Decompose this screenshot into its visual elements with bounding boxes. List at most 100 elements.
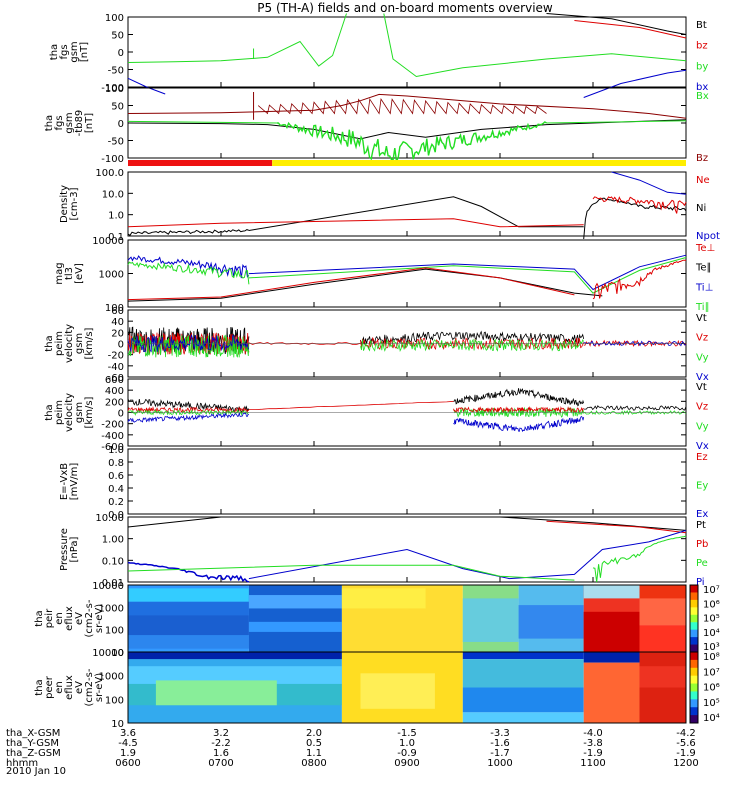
series-te-perp [127,267,575,301]
colorbar-cell [690,599,698,608]
legend-item: Ex [696,509,708,520]
series-npot [611,171,687,195]
y-tick-label: 0.0 [108,510,124,521]
legend-item: by [696,61,708,72]
y-axis-label: [nPa] [69,536,80,562]
colorbar-cell [690,629,698,638]
legend-item: Pt [696,520,706,531]
axis-value: 1.6 [213,748,229,759]
spectrogram-cell [128,666,342,684]
series-ti-par [248,257,687,294]
spectrogram-cell [462,687,584,713]
y-axis-label: peir [44,608,55,628]
spectrogram-cell [341,588,426,609]
spectrogram-cell [248,621,342,632]
legend-item: Te∥ [695,263,712,274]
colorbar-label: 10⁴ [703,628,720,639]
y-tick-label: 40 [111,317,124,328]
series-vx [127,412,250,423]
y-tick-label: 0.01 [102,578,124,589]
colorbar-label: 10⁸ [703,652,720,663]
y-tick-label: 0 [118,48,124,59]
series-vz [248,400,454,410]
series-ni [127,229,250,236]
legend-item: bz [696,41,708,52]
y-tick-label: 0.1 [108,232,124,243]
panel-frame [127,448,687,515]
legend-item: Vy [696,421,709,432]
colorbar-label: 10⁶ [703,683,720,694]
y-tick-label: -100 [101,154,124,165]
spectrogram-cell [462,712,584,723]
y-axis-label: peer [44,675,55,699]
colorbar-cell [690,614,698,623]
axis-value: -3.8 [583,738,603,749]
axis-value: -4.2 [676,728,696,739]
axis-row-label: hhmm [6,758,38,769]
spectrogram-cell [462,598,519,642]
legend-item: Npot [696,231,720,242]
spectrogram-cell [248,595,342,609]
y-axis-label: tha [44,404,55,420]
y-axis-label: tha [44,335,55,351]
colorbar-cell [690,667,698,677]
spectrogram-cell [639,598,686,626]
axis-value: 1.9 [120,748,136,759]
series-ti-perp [127,255,250,279]
y-tick-label: 10000 [92,581,124,592]
series-bx [546,120,687,124]
series-vy [583,410,687,416]
mode-bar-slow [128,160,273,166]
axis-value: 2.0 [306,728,322,739]
y-axis-label: sr-eV) [94,604,105,633]
series-vt [360,330,585,345]
spectrogram-cell [128,601,249,616]
y-axis-label: en [54,612,65,625]
series-bz-saw [257,97,547,115]
series-bx [127,120,277,124]
axis-value: 3.2 [213,728,229,739]
legend-item: Ni [696,203,706,214]
legend-item: Bz [696,153,708,164]
y-tick-label: 1.0 [108,445,124,456]
axis-value: 0800 [301,758,326,769]
y-axis-label: velocity [64,324,75,363]
axis-row-label: tha_X-GSM [6,728,60,739]
y-tick-label: 100 [105,695,124,706]
colorbar-cell [690,683,698,692]
spectrogram-cell [462,659,584,688]
spectrogram-cell [583,585,640,599]
y-tick-label: -40 [108,362,124,373]
y-axis-label: gsm [74,333,85,354]
series-vy [128,408,249,416]
y-tick-label: -20 [108,351,124,362]
colorbar-cell [690,691,698,700]
y-axis-label: [eV] [74,263,85,284]
series-te-par [127,268,603,302]
y-tick-label: -400 [101,431,124,442]
axis-value: 0900 [394,758,419,769]
y-axis-label: fgs [54,115,65,130]
series-vx [127,334,250,353]
colorbar-cell [690,675,698,685]
y-axis-label: sr-eV) [94,673,105,702]
y-axis-label: (cm2-s- [84,668,95,706]
legend-item: Vt [696,382,707,393]
y-tick-label: 1.0 [108,211,124,222]
y-tick-label: 1.00 [102,535,124,546]
axis-value: 3.6 [120,728,136,739]
chart-title: P5 (TH-A) fields and on-board moments ov… [257,1,553,15]
colorbar-label: 10⁷ [703,585,720,596]
legend-item: Pb [696,539,708,550]
series-pt [127,516,687,531]
spectrogram-cell [583,611,640,652]
axis-value: -2.2 [211,738,231,749]
y-axis-label: eflux [64,606,75,631]
axis-value: 0600 [115,758,140,769]
series-te-perp [592,259,687,300]
series-vx [453,416,585,433]
colorbar-label: 10⁷ [703,667,720,678]
series-vz [453,405,584,414]
y-axis-label: [cm-3] [69,187,80,220]
y-tick-label: 100 [105,84,124,95]
